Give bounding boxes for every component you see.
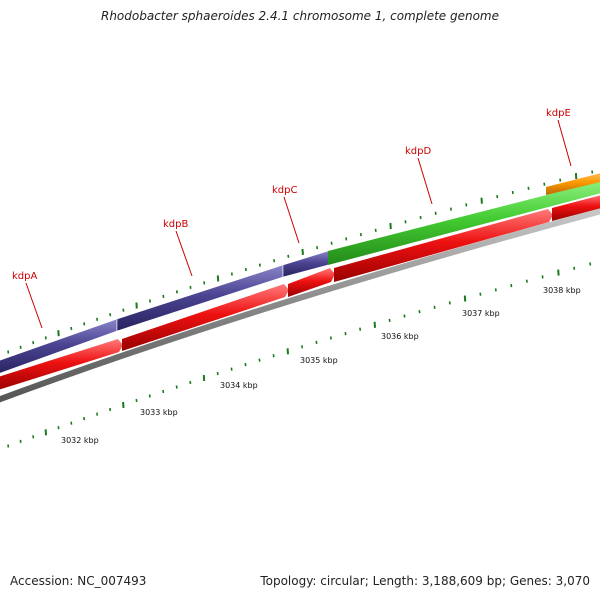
leader-line (557, 119, 572, 167)
gene-track (0, 173, 600, 374)
gene-label-kdpD[interactable]: kdpD (405, 146, 431, 157)
gene-label-kdpB[interactable]: kdpB (163, 219, 188, 230)
kbp-label: 3034 kbp (220, 381, 258, 390)
gene-arrow-kdpD (328, 181, 600, 265)
leader-line (417, 157, 433, 205)
gene-label-kdpE[interactable]: kdpE (546, 108, 571, 119)
upper-tick-row (7, 170, 594, 354)
accession-value: NC_007493 (77, 574, 147, 588)
genes-value: 3,070 (555, 574, 590, 588)
kbp-label: 3038 kbp (543, 286, 581, 295)
cds-arrow (0, 339, 123, 390)
gene-label-kdpA[interactable]: kdpA (12, 271, 37, 282)
length-label: Length: (372, 574, 419, 588)
cds-track (0, 195, 600, 390)
cds-arrow (122, 284, 289, 351)
cds-arrow (288, 268, 335, 297)
backbone-line (0, 208, 600, 403)
kbp-label: 3036 kbp (381, 332, 419, 341)
topology-label: Topology: (260, 574, 317, 588)
kbp-label: 3033 kbp (140, 408, 178, 417)
map-title: Rhodobacter sphaeroides 2.4.1 chromosome… (100, 9, 500, 23)
kbp-label: 3032 kbp (61, 436, 99, 445)
leader-line (25, 282, 43, 329)
cds-arrow (334, 209, 553, 282)
backbone-track (0, 208, 600, 403)
kbp-label-row: 3032 kbp 3033 kbp 3034 kbp 3035 kbp 3036… (61, 286, 581, 445)
leader-line (283, 196, 300, 244)
length-value: 3,188,609 bp (421, 574, 502, 588)
leader-line (175, 230, 193, 277)
kbp-label: 3035 kbp (300, 356, 338, 365)
cds-arrow (552, 195, 600, 221)
accession-label: Accession: (10, 574, 74, 588)
topology-value: circular (320, 574, 365, 588)
kbp-label: 3037 kbp (462, 309, 500, 318)
genome-summary: Topology: circular; Length: 3,188,609 bp… (260, 574, 590, 588)
gene-arrow-kdpE (546, 173, 600, 195)
genes-label: Genes: (509, 574, 552, 588)
accession-info: Accession: NC_007493 (10, 574, 146, 588)
gene-label-kdpC[interactable]: kdpC (272, 185, 297, 196)
lower-tick-row (7, 262, 592, 448)
gene-labels: kdpA kdpB kdpC kdpD kdpE (12, 108, 572, 329)
